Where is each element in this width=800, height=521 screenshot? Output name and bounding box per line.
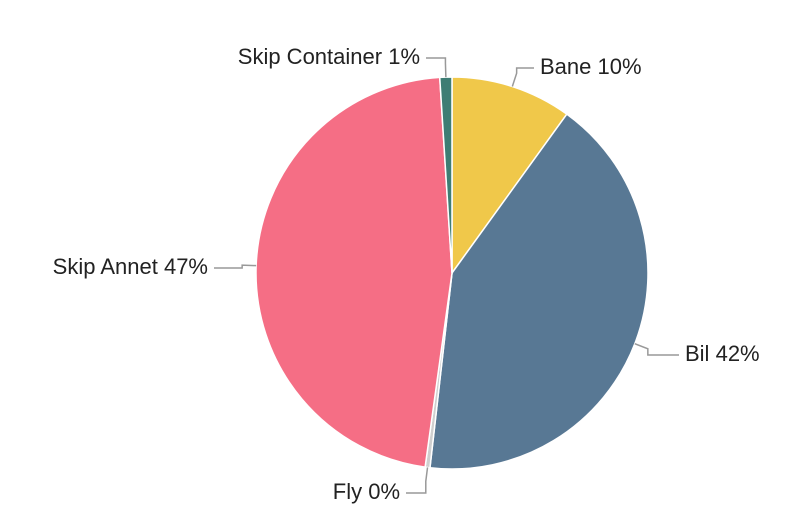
pie-slice: [255, 76, 453, 468]
slice-label: Fly 0%: [333, 479, 400, 504]
slice-label: Skip Container 1%: [238, 44, 420, 69]
slice-value-label: 47%: [164, 254, 208, 279]
slice-value-label: 10%: [598, 54, 642, 79]
slice-label: Skip Annet 47%: [53, 254, 208, 279]
pie-slice: [438, 76, 453, 274]
slice-value-label: 0%: [368, 479, 400, 504]
slice-name: Bane: [540, 54, 591, 79]
leader-line: [426, 57, 447, 78]
slice-value-label: 42%: [716, 341, 760, 366]
slice-value-label: 1%: [388, 44, 420, 69]
slice-name: Skip Annet: [53, 254, 158, 279]
leader-line: [511, 67, 534, 87]
leader-line: [214, 264, 257, 269]
pie-slice: [429, 113, 649, 470]
pie-slice: [451, 76, 568, 276]
slice-name: Bil: [685, 341, 709, 366]
leader-line: [634, 343, 679, 356]
slice-label: Bane 10%: [540, 54, 642, 79]
slice-name: Fly: [333, 479, 362, 504]
slice-label: Bil 42%: [685, 341, 760, 366]
slice-name: Skip Container: [238, 44, 382, 69]
leader-line: [406, 467, 429, 494]
